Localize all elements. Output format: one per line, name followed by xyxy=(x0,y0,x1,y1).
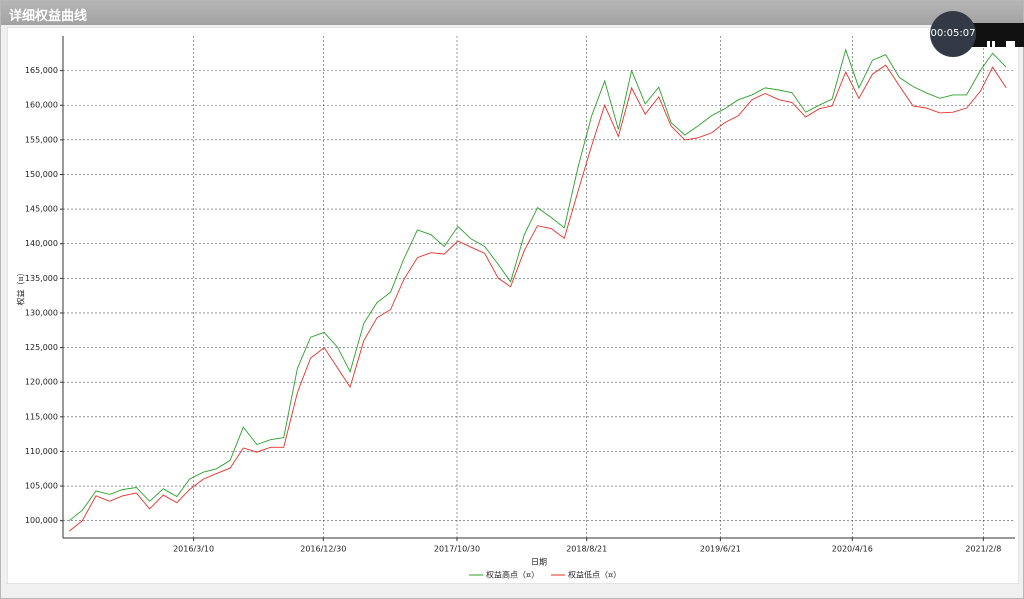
y-tick-label: 155,000 xyxy=(25,135,58,144)
y-axis-label: 权益（¤） xyxy=(16,268,26,305)
chart: 100,000 105,000 110,000 115,000 120,000 125,0… xyxy=(7,27,1019,584)
y-tick-label: 125,000 xyxy=(25,343,58,352)
y-tick-label: 135,000 xyxy=(25,274,58,283)
y-tick-label: 140,000 xyxy=(25,239,58,248)
y-tick-label: 105,000 xyxy=(25,482,58,491)
y-tick-label: 150,000 xyxy=(25,170,58,179)
x-tick-label: 2017/10/30 xyxy=(434,545,480,554)
title-bar: 详细权益曲线 xyxy=(1,1,1023,25)
y-tick-label: 110,000 xyxy=(25,447,58,456)
y-tick-label: 100,000 xyxy=(25,516,58,525)
x-tick-label: 2019/6/21 xyxy=(700,545,741,554)
y-tick-label: 115,000 xyxy=(25,412,58,421)
chart-title: 详细权益曲线 xyxy=(9,9,88,24)
y-tick-label: 160,000 xyxy=(25,101,58,110)
recorder: 00:05:07 xyxy=(930,11,1024,57)
y-tick-label: 120,000 xyxy=(25,378,58,387)
x-tick-label: 2016/3/10 xyxy=(173,545,214,554)
chart-background xyxy=(7,27,1019,584)
legend-label: 权益高点（¤） xyxy=(486,570,539,580)
y-tick-label: 145,000 xyxy=(25,205,58,214)
x-tick-label: 2016/12/30 xyxy=(300,545,346,554)
y-tick-label: 130,000 xyxy=(25,308,58,317)
series-line xyxy=(68,64,1007,532)
x-tick-label: 2021/2/8 xyxy=(965,545,1001,554)
pause-button[interactable] xyxy=(987,41,990,51)
stop-button[interactable] xyxy=(1006,41,1015,50)
recorder-time: 00:05:07 xyxy=(930,11,976,57)
series-line xyxy=(68,48,1007,522)
x-tick-label: 2018/8/21 xyxy=(566,545,607,554)
x-axis-label: 日期 xyxy=(531,558,547,567)
x-tick-label: 2020/4/16 xyxy=(832,545,873,554)
y-tick-label: 165,000 xyxy=(25,66,58,75)
legend-label: 权益低点（¤） xyxy=(568,570,621,580)
